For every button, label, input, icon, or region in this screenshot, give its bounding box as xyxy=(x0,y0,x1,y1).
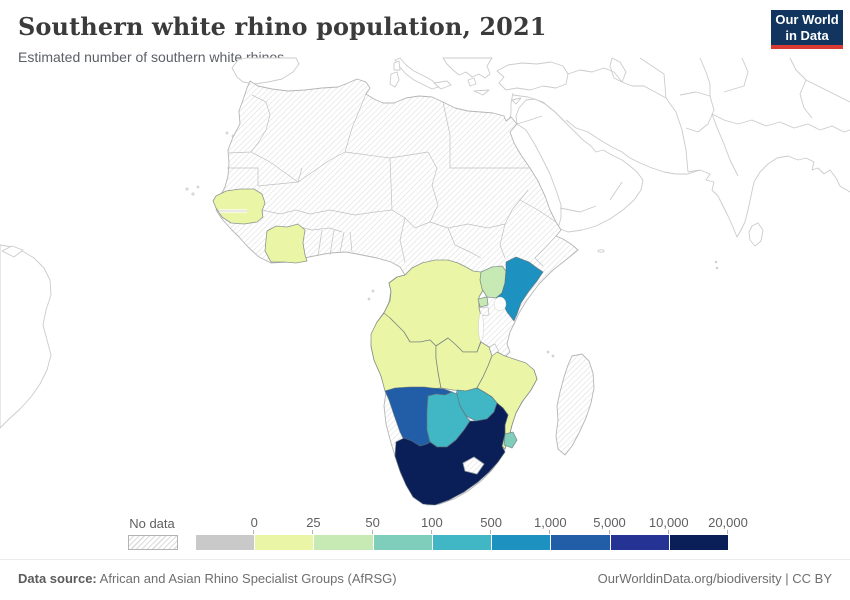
other-continents xyxy=(0,57,850,429)
no-data-label: No data xyxy=(129,516,175,531)
iberia xyxy=(231,57,300,85)
legend-segment[interactable]: 100 xyxy=(373,515,443,550)
legend-tick-label: 25 xyxy=(306,515,321,530)
world-map xyxy=(0,57,850,506)
comoros-islet xyxy=(546,350,550,354)
data-source-text: African and Asian Rhino Specialist Group… xyxy=(99,571,397,586)
legend-segment[interactable]: 20,000 xyxy=(669,515,748,550)
page-title: Southern white rhino population, 2021 xyxy=(18,12,547,41)
country-rwanda[interactable] xyxy=(477,296,489,308)
legend-tick-label: 1,000 xyxy=(534,515,567,530)
lake-victoria xyxy=(493,296,507,312)
data-source-label: Data source: xyxy=(18,571,97,586)
legend-tick xyxy=(371,530,373,534)
credit-link[interactable]: OurWorldinData.org/biodiversity | CC BY xyxy=(597,571,832,586)
socotra xyxy=(597,249,605,253)
legend-segment[interactable]: 25 xyxy=(255,515,321,550)
legend-tick-label: 20,000 xyxy=(708,515,748,530)
country-lesotho xyxy=(462,456,485,475)
comoros-islet xyxy=(551,354,555,358)
gulf-guinea-islet xyxy=(371,289,375,293)
map-overlays xyxy=(219,209,507,475)
country-kenya[interactable] xyxy=(495,256,544,322)
south-america-coast xyxy=(0,244,52,429)
cape-verde-islet xyxy=(191,192,195,196)
legend-tick xyxy=(608,530,610,534)
legend-tick-label: 500 xyxy=(480,515,502,530)
legend-tick xyxy=(430,530,432,534)
caspian-sea xyxy=(609,57,627,83)
middle-east-borders xyxy=(512,94,623,213)
legend-tick-label: 50 xyxy=(365,515,380,530)
legend-colorbar: 0 25 50 100 500 1,000 5,000 10,000 20,000 xyxy=(196,515,748,550)
country-eswatini[interactable] xyxy=(503,431,518,449)
iran-caucasus xyxy=(565,67,701,175)
legend-segment[interactable]: 50 xyxy=(314,515,380,550)
legend-tick xyxy=(490,530,492,534)
legend-tick xyxy=(667,530,669,534)
cape-verde-islet xyxy=(196,185,200,189)
turkey xyxy=(496,61,569,91)
corsica xyxy=(393,60,401,71)
maldives-islet xyxy=(715,266,719,270)
amazon-island xyxy=(1,245,24,258)
legend-segment[interactable]: 10,000 xyxy=(610,515,689,550)
country-senegal[interactable] xyxy=(212,188,266,225)
legend-segment[interactable]: 0 xyxy=(196,515,258,550)
india-south-asia xyxy=(687,113,850,238)
owid-logo[interactable]: Our World in Data xyxy=(771,10,843,49)
legend-segment[interactable]: 1,000 xyxy=(492,515,567,550)
owid-logo-line1: Our World xyxy=(775,11,839,27)
legend-tick xyxy=(549,530,551,534)
cape-verde-islet xyxy=(185,187,189,191)
sardinia xyxy=(389,71,400,88)
madagascar xyxy=(555,353,595,456)
legend-segment[interactable]: 5,000 xyxy=(551,515,626,550)
data-countries xyxy=(212,188,544,506)
legend-tick xyxy=(312,530,314,534)
no-data-swatch[interactable] xyxy=(128,535,178,550)
gulf-guinea-islet xyxy=(367,297,371,301)
legend-tick-label: 100 xyxy=(421,515,443,530)
data-source: Data source: African and Asian Rhino Spe… xyxy=(18,571,397,586)
footer: Data source: African and Asian Rhino Spe… xyxy=(0,559,850,600)
cyprus xyxy=(511,97,522,105)
country-cote-divoire[interactable] xyxy=(264,223,308,264)
owid-logo-line2: in Data xyxy=(785,27,829,43)
canary-islet xyxy=(225,131,229,135)
legend-tick xyxy=(726,530,728,534)
sri-lanka xyxy=(748,222,764,247)
peloponnese xyxy=(467,77,477,87)
lake-tanganyika xyxy=(478,312,484,342)
legend-tick-label: 5,000 xyxy=(593,515,626,530)
legend-tick-label: 10,000 xyxy=(648,515,689,530)
balkans-greece xyxy=(442,57,493,79)
crete xyxy=(473,89,490,96)
page-subtitle: Estimated number of southern white rhino… xyxy=(18,49,289,65)
maldives-islet xyxy=(714,260,718,264)
legend-tick-label: 0 xyxy=(250,515,258,530)
legend-tick xyxy=(253,530,255,534)
legend-segment[interactable]: 500 xyxy=(432,515,502,550)
sicily xyxy=(433,80,452,90)
country-south-africa[interactable] xyxy=(394,402,509,506)
central-asia-borders xyxy=(639,57,850,133)
levant-coast xyxy=(508,92,514,122)
italy xyxy=(394,57,439,90)
